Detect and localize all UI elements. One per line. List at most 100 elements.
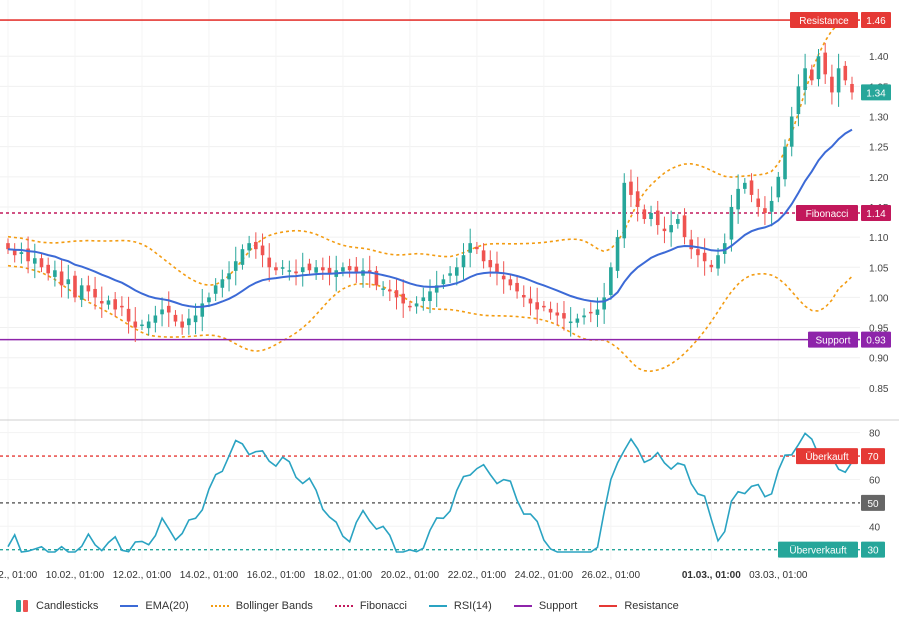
candle-body	[193, 315, 198, 323]
candle-body	[86, 285, 91, 292]
rsi-path	[7, 432, 853, 553]
candle-body	[300, 267, 305, 273]
candle-body	[254, 241, 258, 250]
candle-body	[448, 273, 452, 276]
candle-body	[676, 219, 680, 224]
candle-body	[434, 285, 439, 293]
candle-body	[146, 321, 151, 329]
candle-body	[709, 264, 714, 268]
legend-swatch	[599, 605, 618, 607]
candle-body	[113, 299, 117, 310]
candle-body	[126, 308, 131, 322]
legend-swatch	[513, 605, 532, 607]
time-tick-label: 10.02., 01:00	[46, 570, 105, 581]
candle-body	[622, 182, 627, 239]
fib-value: 1.14	[866, 209, 886, 220]
price-tick-label: 0.85	[869, 384, 889, 395]
legend-item: Bollinger Bands	[210, 600, 313, 612]
candle-body	[722, 243, 727, 254]
candle-body	[441, 279, 446, 285]
candle-body	[823, 52, 828, 75]
candle-body	[133, 321, 138, 328]
oversold-rsi-value-box	[861, 541, 885, 558]
candle-body	[12, 250, 17, 256]
fib-value-box	[861, 205, 891, 221]
candle-body	[769, 200, 774, 212]
candle-body	[153, 315, 158, 323]
legend-label: Resistance	[624, 600, 679, 612]
candle-body	[66, 279, 71, 285]
candle-body	[32, 258, 37, 264]
time-tick-label: 14.02., 01:00	[180, 570, 239, 581]
price-tick-label: 1.20	[869, 173, 889, 184]
candle-body	[160, 309, 164, 315]
candle-body	[468, 243, 472, 253]
resistance-label: Resistance	[799, 16, 849, 27]
candle-body	[629, 181, 633, 195]
time-tick-label: 20.02., 01:00	[381, 570, 440, 581]
overbought-rsi-value-box	[861, 448, 885, 465]
oversold-rsi-value: 30	[867, 546, 879, 557]
candle-body	[635, 191, 640, 207]
candle-body	[488, 260, 493, 268]
candle-body	[307, 263, 312, 271]
time-tick-label: 22.02., 01:00	[448, 570, 507, 581]
time-tick-label: 24.02., 01:00	[515, 570, 574, 581]
candle-body	[173, 314, 178, 322]
overbought-rsi-label: Überkauft	[805, 451, 849, 463]
mid-rsi-value-box	[861, 494, 885, 511]
candle-body	[682, 215, 687, 238]
candle-body	[595, 309, 600, 315]
ema-line	[7, 128, 853, 309]
candle-body	[830, 76, 834, 93]
rsi-tick-label: 80	[869, 429, 881, 440]
rsi-levels	[0, 455, 860, 551]
candle-body	[59, 271, 64, 286]
candle-body	[475, 246, 479, 250]
candle-body	[736, 188, 740, 210]
candle-body	[327, 267, 332, 274]
candle-body	[535, 302, 539, 310]
candle-body	[702, 252, 707, 262]
rsi-line	[7, 432, 853, 553]
candle-body	[394, 290, 399, 298]
candle-body	[588, 311, 593, 314]
resistance-value-box	[861, 12, 891, 29]
candle-body	[582, 315, 586, 318]
candle-body	[495, 263, 499, 274]
candle-body	[213, 285, 218, 294]
candle-body	[669, 225, 673, 233]
candle-body	[240, 249, 245, 265]
candle-body	[843, 65, 848, 81]
candle-body	[200, 303, 205, 317]
candle-body	[776, 176, 781, 198]
candle-body	[421, 297, 426, 302]
candle-body	[548, 308, 553, 313]
candle-body	[341, 267, 345, 272]
time-tick-label: 18.02., 01:00	[314, 570, 373, 581]
current-price-label: 1.34	[866, 88, 886, 99]
candle-body	[233, 261, 238, 271]
overbought-rsi-value: 70	[867, 452, 879, 463]
current-price-box	[861, 84, 891, 101]
candle-body	[575, 318, 580, 323]
candle-body	[515, 282, 519, 292]
candle-body	[180, 321, 184, 328]
legend-swatch	[334, 605, 353, 607]
candle-body	[783, 146, 787, 180]
candle-body	[454, 267, 459, 276]
legend-label: RSI(14)	[453, 600, 492, 612]
candle-body	[461, 255, 466, 268]
candle-body	[696, 249, 700, 256]
price-tick-label: 1.10	[869, 233, 889, 244]
rsi-axis-ticks: 80 60 40	[869, 429, 881, 534]
candle-body	[401, 293, 406, 304]
horizontal-levels	[0, 19, 860, 341]
candle-body	[568, 321, 573, 324]
price-tick-label: 0.95	[869, 324, 889, 335]
candle-body	[106, 300, 111, 305]
candle-body	[140, 324, 144, 327]
mid-rsi-value: 50	[867, 499, 879, 510]
rsi-tick-label: 60	[869, 475, 881, 486]
candle-body	[53, 270, 57, 277]
